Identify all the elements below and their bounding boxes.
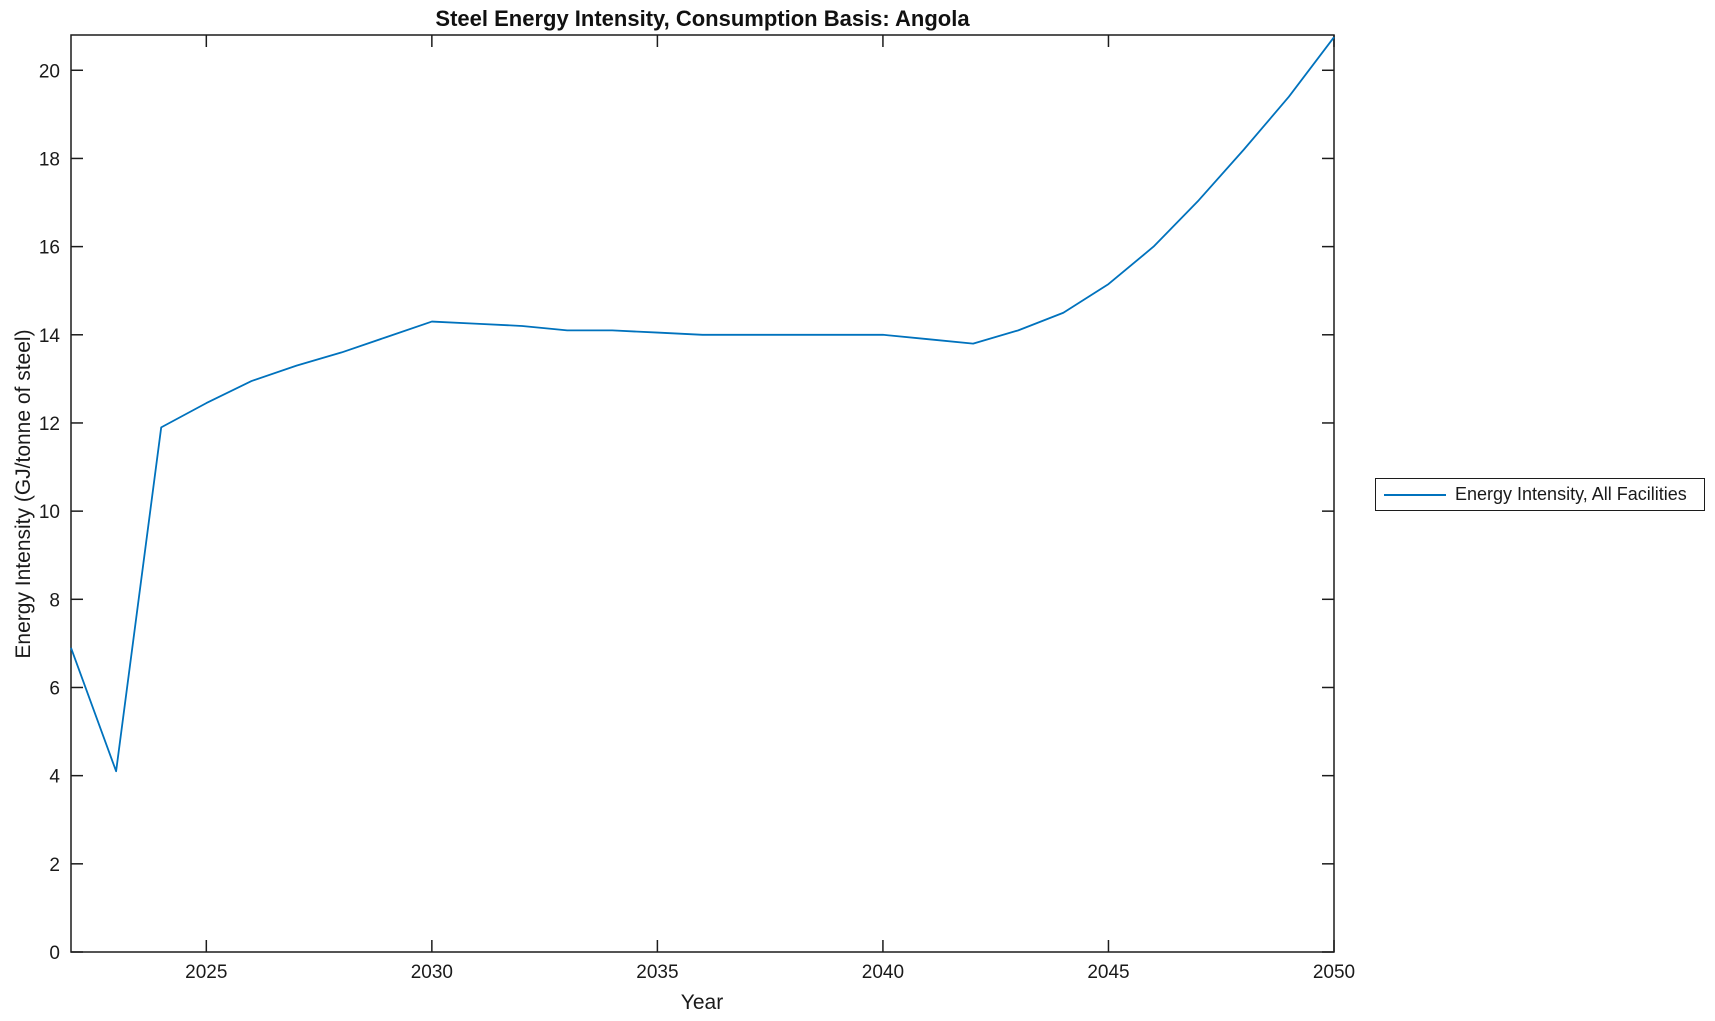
x-tick-label: 2045 — [1087, 962, 1129, 983]
y-tick-label: 16 — [39, 238, 60, 259]
y-tick-label: 2 — [49, 855, 60, 876]
y-tick-label: 12 — [39, 414, 60, 435]
legend-line-sample — [1384, 493, 1446, 496]
y-tick-label: 4 — [49, 767, 60, 788]
x-tick-label: 2040 — [862, 962, 904, 983]
x-tick-label: 2030 — [411, 962, 453, 983]
legend-label: Energy Intensity, All Facilities — [1455, 484, 1687, 504]
x-axis-label: Year — [680, 991, 724, 1014]
y-axis-label: Energy Intensity (GJ/tonne of steel) — [12, 329, 35, 659]
y-tick-label: 20 — [39, 61, 60, 82]
y-tick-label: 0 — [49, 943, 60, 964]
y-tick-label: 18 — [39, 149, 60, 170]
x-tick-label: 2035 — [636, 962, 678, 983]
x-tick-label: 2025 — [185, 962, 227, 983]
legend: Energy Intensity, All Facilities — [1375, 478, 1705, 511]
chart-title: Steel Energy Intensity, Consumption Basi… — [435, 6, 970, 31]
plot-box — [70, 34, 1335, 953]
y-tick-label: 8 — [49, 590, 60, 611]
y-tick-label: 10 — [39, 502, 60, 523]
data-line — [70, 36, 1335, 773]
y-tick-label: 6 — [49, 678, 60, 699]
y-tick-label: 14 — [39, 326, 61, 347]
x-tick-label: 2050 — [1313, 962, 1355, 983]
